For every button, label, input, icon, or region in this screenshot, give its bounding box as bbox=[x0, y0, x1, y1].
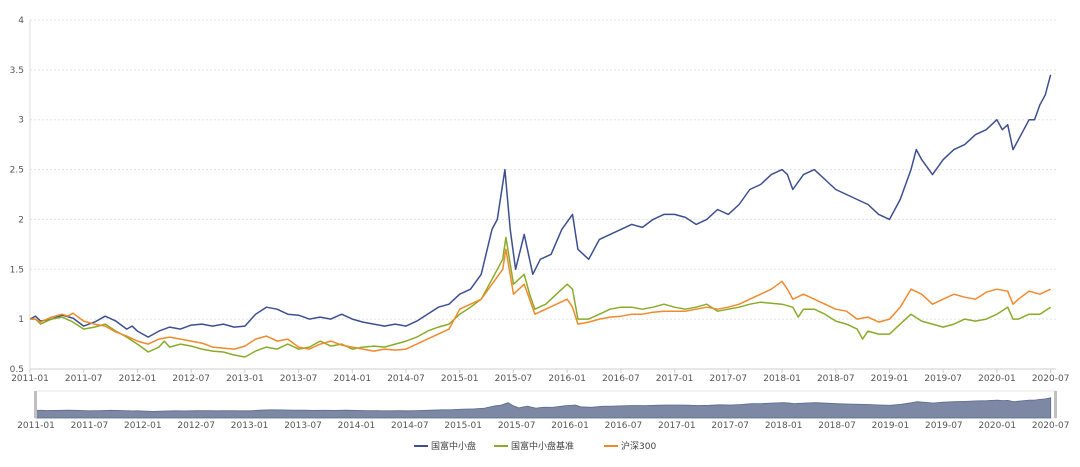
legend-item-label[interactable]: 国富中小盘基准 bbox=[511, 440, 574, 452]
x-tick-label: 2018-07 bbox=[817, 374, 855, 384]
navigator-tick-label: 2012-01 bbox=[124, 421, 162, 431]
y-tick-label: 0.5 bbox=[10, 365, 24, 375]
x-tick-label: 2013-01 bbox=[226, 374, 264, 384]
x-tick-label: 2014-07 bbox=[387, 374, 425, 384]
navigator-tick-label: 2020-07 bbox=[1032, 421, 1070, 431]
x-tick-label: 2012-07 bbox=[172, 374, 210, 384]
range-navigator[interactable] bbox=[34, 390, 1057, 419]
x-tick-label: 2017-01 bbox=[656, 374, 694, 384]
x-tick-label: 2018-01 bbox=[763, 374, 801, 384]
navigator-handle-left[interactable] bbox=[34, 391, 37, 418]
x-tick-label: 2015-07 bbox=[495, 374, 533, 384]
x-tick-label: 2011-07 bbox=[65, 374, 103, 384]
y-tick-label: 1 bbox=[18, 315, 24, 325]
navigator-x-axis: 2011-01 2011-07 2012-01 2012-07 2013-01 2013-… bbox=[17, 421, 1069, 431]
navigator-tick-label: 2017-01 bbox=[658, 421, 696, 431]
x-tick-label: 2017-07 bbox=[710, 374, 748, 384]
navigator-tick-label: 2018-01 bbox=[765, 421, 803, 431]
navigator-tick-label: 2013-01 bbox=[231, 421, 269, 431]
navigator-tick-label: 2012-07 bbox=[177, 421, 215, 431]
navigator-tick-label: 2013-07 bbox=[284, 421, 322, 431]
navigator-tick-label: 2015-01 bbox=[444, 421, 482, 431]
navigator-area bbox=[35, 397, 1052, 419]
x-tick-label: 2012-01 bbox=[119, 374, 157, 384]
legend[interactable]: 国富中小盘 国富中小盘基准 沪深300 bbox=[414, 440, 656, 452]
x-axis: 2011-01 2011-07 2012-01 2012-07 2013-01 2013-… bbox=[11, 368, 1070, 384]
navigator-tick-label: 2011-07 bbox=[71, 421, 109, 431]
navigator-handle-right[interactable] bbox=[1054, 391, 1057, 418]
series-line-2 bbox=[30, 248, 1051, 352]
x-tick-label: 2019-01 bbox=[871, 374, 909, 384]
navigator-tick-label: 2015-07 bbox=[498, 421, 536, 431]
y-tick-label: 3 bbox=[18, 116, 24, 126]
series-lines bbox=[29, 74, 1052, 358]
legend-item-label[interactable]: 沪深300 bbox=[621, 440, 656, 452]
navigator-tick-label: 2017-07 bbox=[711, 421, 749, 431]
series-line-0 bbox=[29, 74, 1052, 338]
navigator-tick-label: 2019-07 bbox=[925, 421, 963, 431]
navigator-tick-label: 2016-07 bbox=[605, 421, 643, 431]
y-tick-label: 3.5 bbox=[10, 66, 24, 76]
x-tick-label: 2020-07 bbox=[1032, 374, 1070, 384]
x-tick-label: 2019-07 bbox=[924, 374, 962, 384]
y-tick-label: 2 bbox=[18, 215, 24, 225]
x-tick-label: 2016-07 bbox=[602, 374, 640, 384]
y-tick-label: 4 bbox=[18, 16, 24, 26]
navigator-tick-label: 2018-07 bbox=[818, 421, 856, 431]
navigator-tick-label: 2014-01 bbox=[338, 421, 376, 431]
navigator-tick-label: 2020-01 bbox=[978, 421, 1016, 431]
y-tick-label: 2.5 bbox=[10, 166, 24, 176]
y-tick-label: 1.5 bbox=[10, 265, 24, 275]
navigator-tick-label: 2014-07 bbox=[391, 421, 429, 431]
x-tick-label: 2014-01 bbox=[333, 374, 371, 384]
x-tick-label: 2015-01 bbox=[441, 374, 479, 384]
navigator-tick-label: 2016-01 bbox=[551, 421, 589, 431]
x-tick-label: 2013-07 bbox=[280, 374, 318, 384]
x-tick-label: 2020-01 bbox=[978, 374, 1016, 384]
x-tick-label: 2016-01 bbox=[548, 374, 586, 384]
y-axis: 0.5 1 1.5 2 2.5 3 3.5 4 bbox=[10, 16, 31, 375]
series-line-1 bbox=[30, 236, 1052, 358]
navigator-tick-label: 2011-01 bbox=[17, 421, 55, 431]
navigator-tick-label: 2019-01 bbox=[872, 421, 910, 431]
legend-item-label[interactable]: 国富中小盘 bbox=[431, 440, 476, 452]
x-tick-label: 2011-01 bbox=[11, 374, 49, 384]
